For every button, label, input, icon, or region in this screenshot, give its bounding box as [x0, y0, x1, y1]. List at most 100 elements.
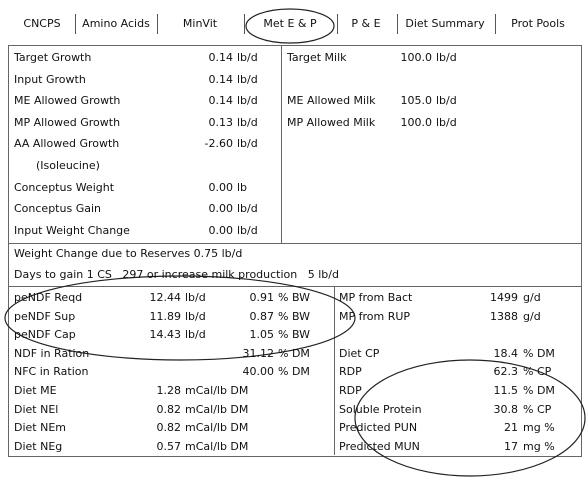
label: Diet CP [339, 346, 380, 360]
unit: % BW [278, 328, 310, 342]
unit: lb/d [185, 328, 206, 342]
unit: lb/d [436, 51, 457, 64]
label: Diet NEl [14, 402, 59, 416]
unit: mg % [523, 421, 555, 435]
label: Predicted PUN [339, 421, 418, 435]
label: Conceptus Weight [14, 180, 115, 194]
tab-separator [244, 14, 245, 34]
tab-separator [397, 14, 398, 34]
label: peNDF Reqd [14, 291, 83, 304]
tab[interactable]: Prot Pools [511, 17, 565, 30]
unit: % BW [278, 291, 310, 304]
value: 17 [504, 439, 518, 453]
value: 0.57 [156, 439, 182, 453]
value: 100.0 [400, 51, 433, 64]
value: 0.00 [208, 202, 234, 216]
label: Input Weight Change [14, 223, 130, 237]
label: Predicted MUN [339, 439, 420, 453]
tab[interactable]: Met E & P [263, 17, 317, 30]
value: 18.4 [493, 346, 519, 360]
unit: g/d [523, 309, 541, 323]
value: -2.60 [204, 137, 233, 151]
label: ME Allowed Milk [287, 94, 376, 108]
value: 105.0 [400, 94, 433, 108]
value: 12.44 [149, 291, 182, 304]
value: 1499 [490, 291, 518, 304]
hand-circle [245, 8, 335, 44]
unit: lb/d [237, 137, 258, 151]
divider [9, 243, 581, 244]
value: 11.5 [493, 384, 519, 397]
unit: lb/d [237, 51, 258, 64]
label: peNDF Sup [14, 309, 76, 323]
hand-circle [354, 359, 586, 477]
tab[interactable]: Diet Summary [405, 17, 485, 30]
tab-separator [157, 14, 158, 34]
label: Target Milk [287, 51, 347, 64]
tab[interactable]: MinVit [182, 17, 218, 30]
value: 1.05 [249, 328, 275, 342]
value: 0.13 [208, 115, 234, 129]
label: MP Allowed Milk [287, 115, 376, 129]
label: RDP [339, 384, 362, 397]
value: 1.28 [156, 384, 182, 397]
label: MP Allowed Growth [14, 115, 121, 129]
label: ME Allowed Growth [14, 94, 121, 108]
value: 21 [504, 421, 518, 435]
value: 0.91 [249, 291, 275, 304]
label: MP from RUP [339, 309, 411, 323]
unit: lb/d [237, 94, 258, 108]
value: 0.87 [249, 309, 275, 323]
unit: mCal/lb DM [185, 439, 249, 453]
unit: lb/d [237, 115, 258, 129]
unit: mCal/lb DM [185, 402, 249, 416]
tab-separator [495, 14, 496, 34]
value: 1388 [490, 309, 518, 323]
unit: % BW [278, 309, 310, 323]
unit: lb/d [237, 72, 258, 86]
unit: mCal/lb DM [185, 421, 249, 435]
value: 0.00 [208, 180, 234, 194]
value: 11.89 [149, 309, 182, 323]
label: RDP [339, 365, 362, 379]
tab[interactable]: P & E [351, 17, 381, 30]
tab-separator [75, 14, 76, 34]
value: 30.8 [493, 402, 519, 416]
value: 0.82 [156, 421, 182, 435]
unit: lb/d [237, 223, 258, 237]
reserve-line: Weight Change due to Reserves 0.75 lb/d [14, 247, 243, 260]
label: MP from Bact [339, 291, 413, 304]
value: 0.14 [208, 51, 234, 64]
tab-separator [337, 14, 338, 34]
value: 100.0 [400, 115, 433, 129]
label: (Isoleucine) [36, 159, 100, 172]
label: Diet NEm [14, 421, 66, 435]
value: 0.14 [208, 94, 234, 108]
tab[interactable]: CNCPS [23, 17, 61, 30]
value: 31.12 [242, 346, 275, 360]
label: AA Allowed Growth [14, 137, 120, 151]
label: peNDF Cap [14, 328, 76, 342]
unit: lb/d [237, 202, 258, 216]
reserve-line: Days to gain 1 CS 297 or increase milk p… [14, 268, 339, 281]
value: 0.14 [208, 72, 234, 86]
panel [8, 45, 582, 457]
label: Input Growth [14, 72, 86, 86]
unit: lb/d [436, 115, 457, 129]
label: Target Growth [14, 51, 92, 64]
value: 40.00 [242, 365, 275, 379]
value: 14.43 [149, 328, 182, 342]
label: Diet NEg [14, 439, 63, 453]
unit: lb [237, 180, 248, 194]
tab[interactable]: Amino Acids [82, 17, 150, 30]
value: 0.82 [156, 402, 182, 416]
divider [281, 46, 282, 243]
unit: % DM [278, 365, 310, 379]
unit: % DM [278, 346, 310, 360]
hand-circle [4, 275, 356, 361]
unit: lb/d [436, 94, 457, 108]
label: Conceptus Gain [14, 202, 101, 216]
label: NFC in Ration [14, 365, 89, 379]
